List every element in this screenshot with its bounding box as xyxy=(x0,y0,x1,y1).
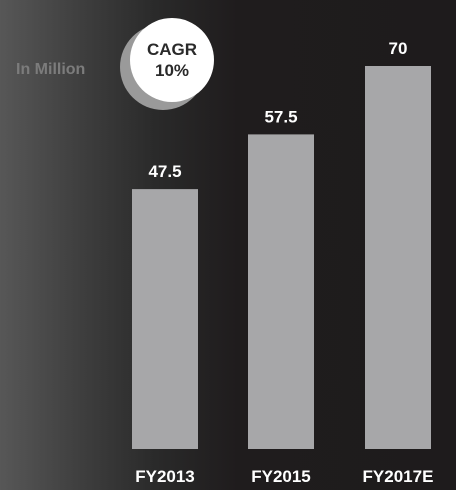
bar-fy2017e xyxy=(365,66,431,449)
category-label: FY2015 xyxy=(251,467,311,486)
bar-value-label: 70 xyxy=(389,39,408,58)
cagr-badge: CAGR 10% xyxy=(120,18,214,112)
cagr-badge-circle: CAGR 10% xyxy=(130,18,214,102)
cagr-label: CAGR xyxy=(146,40,198,59)
unit-label: In Million xyxy=(16,61,86,78)
bar-value-label: 47.5 xyxy=(148,162,181,181)
category-label: FY2013 xyxy=(135,467,195,486)
category-label: FY2017E xyxy=(363,467,434,486)
cagr-value: 10% xyxy=(154,61,190,80)
bar-fy2013 xyxy=(132,189,198,449)
bar-value-label: 57.5 xyxy=(264,107,297,126)
bar-fy2015 xyxy=(248,134,314,449)
